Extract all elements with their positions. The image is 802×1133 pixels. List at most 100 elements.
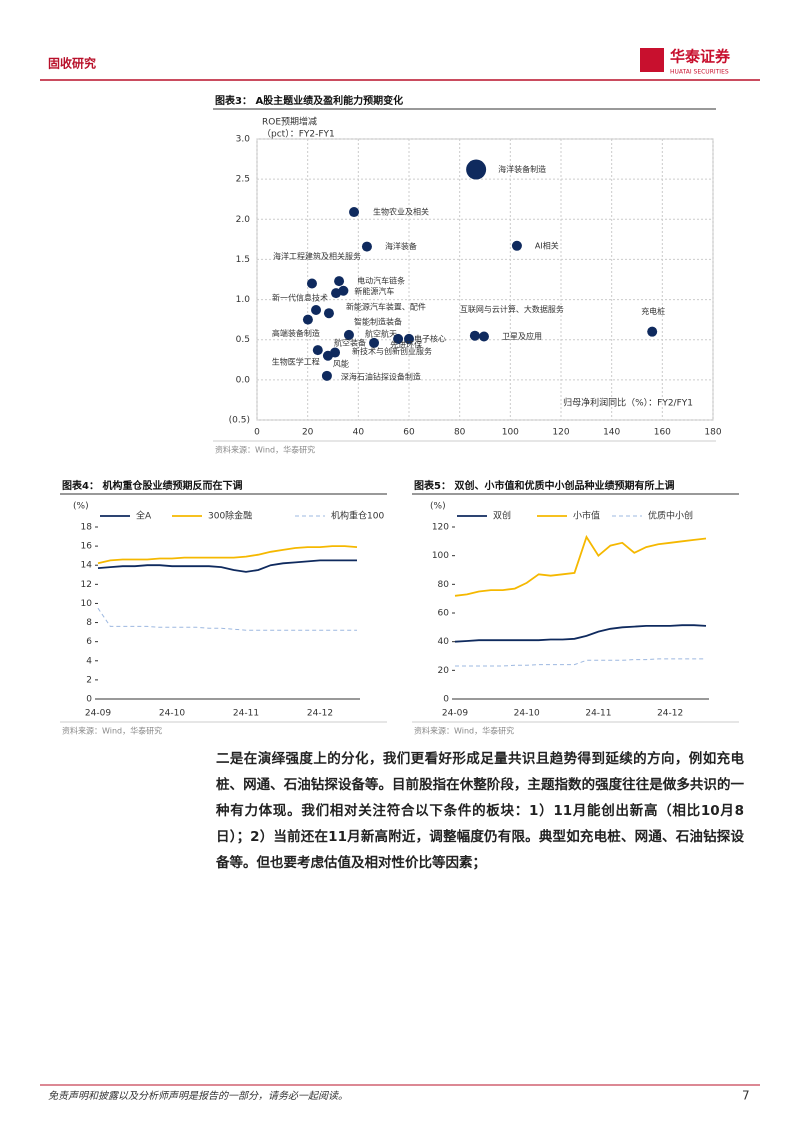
- y-tick-label: 0.0: [236, 375, 251, 385]
- y-tick-label: 8: [86, 618, 92, 628]
- y-tick-label: 80: [438, 580, 450, 590]
- disclaimer: 免责声明和披露以及分析师声明是报告的一部分，请务必一起阅读。: [48, 1090, 348, 1102]
- point-label: 先进环保: [390, 339, 422, 349]
- x-tick-label: 24-11: [233, 709, 259, 719]
- y-tick-label: 6: [86, 637, 92, 647]
- point-label: 海洋工程建筑及相关服务: [273, 251, 361, 261]
- logo-cn: 华泰证券: [670, 48, 731, 66]
- x-tick-label: 24-10: [159, 709, 185, 719]
- bubble: [393, 333, 404, 344]
- y-tick-label: 60: [438, 609, 450, 619]
- bubble: [334, 276, 345, 287]
- point-label: AI相关: [535, 240, 559, 250]
- point-label: 新技术与创新创业服务: [352, 346, 432, 356]
- bubble: [311, 305, 322, 316]
- y-tick-label: 20: [438, 666, 450, 676]
- series-line: [454, 624, 707, 643]
- bubble: [469, 330, 480, 341]
- unit-label: (%): [73, 502, 89, 512]
- page-number: 7: [742, 1089, 750, 1103]
- bubble: [302, 314, 313, 325]
- point-label: 卫星及应用: [502, 331, 542, 341]
- x-tick-label: 24-09: [442, 709, 468, 719]
- bubble: [306, 278, 317, 289]
- bubble: [343, 329, 354, 340]
- y-tick-label: 0.5: [236, 335, 250, 345]
- x-tick-label: 60: [403, 428, 415, 438]
- x-axis-label: 归母净利润同比（%）：FY2/FY1: [563, 397, 693, 409]
- point-label: 互联网与云计算、大数据服务: [460, 304, 564, 314]
- point-label: 深海石油钻探设备制造: [341, 371, 421, 381]
- source: 资料来源：Wind，华泰研究: [414, 726, 514, 736]
- bubble: [312, 345, 323, 356]
- bubble: [321, 370, 332, 381]
- x-tick-label: 160: [654, 428, 671, 438]
- point-label: 航空航天: [365, 328, 397, 338]
- x-tick-label: 24-12: [657, 709, 683, 719]
- source: 资料来源：Wind，华泰研究: [62, 726, 162, 736]
- x-tick-label: 24-10: [514, 709, 540, 719]
- bubble: [647, 326, 658, 337]
- point-label: 充电桩: [641, 306, 665, 316]
- figure-title: 图表4： 机构重仓股业绩预期反而在下调: [62, 479, 242, 492]
- y-tick-label: 2.5: [236, 175, 250, 185]
- figure-title: 图表5： 双创、小市值和优质中小创品种业绩预期有所上调: [414, 479, 674, 492]
- x-tick-label: 80: [454, 428, 466, 438]
- logo-en: HUATAI SECURITIES: [670, 69, 729, 76]
- y-tick-label: 40: [438, 637, 450, 647]
- bubble: [331, 288, 342, 299]
- series-line: [97, 559, 357, 573]
- series-line: [455, 658, 706, 667]
- y-tick-label: 0: [86, 695, 92, 705]
- y-axis-label: ROE预期增减: [262, 116, 317, 128]
- series-line: [454, 534, 707, 597]
- y-tick-label: 12: [81, 580, 92, 590]
- y-tick-label: 1.5: [236, 255, 250, 265]
- point-label: 海洋装备制造: [498, 164, 546, 174]
- y-tick-label: 0: [443, 695, 449, 705]
- point-label: 航空装备: [334, 337, 366, 347]
- x-tick-label: 24-09: [85, 709, 111, 719]
- y-tick-label: 2: [86, 675, 92, 685]
- y-tick-label: 3.0: [236, 135, 251, 145]
- y-tick-label: 1.0: [236, 295, 251, 305]
- legend-label: 全A: [136, 510, 152, 522]
- x-tick-label: 100: [502, 428, 519, 438]
- series-line: [97, 545, 358, 565]
- x-tick-label: 24-11: [585, 709, 611, 719]
- bubble: [466, 159, 487, 180]
- point-label: 智能制造装备: [354, 317, 402, 327]
- y-tick-label: 16: [81, 542, 93, 552]
- y-axis-label: （pct）：FY2-FY1: [262, 129, 335, 140]
- y-tick-label: 2.0: [236, 215, 251, 225]
- point-label: 新能源汽车: [354, 286, 394, 296]
- unit-label: (%): [430, 502, 446, 512]
- point-label: 新能源汽车装置、配件: [346, 302, 426, 312]
- bubble: [322, 350, 333, 361]
- bubble: [404, 333, 414, 344]
- body-paragraph: 二是在演绎强度上的分化，我们更看好形成足量共识且趋势得到延续的方向，例如充电桩、…: [216, 751, 744, 871]
- bubble: [349, 207, 360, 218]
- y-tick-label: 120: [432, 523, 449, 533]
- x-tick-label: 20: [302, 428, 314, 438]
- section-label: 固收研究: [48, 56, 96, 71]
- y-tick-label: 100: [432, 551, 449, 561]
- source: 资料来源：Wind，华泰研究: [215, 445, 315, 455]
- legend-label: 小市值: [573, 510, 600, 522]
- point-label: 生物医学工程: [272, 357, 320, 367]
- point-label: 电子核心: [414, 333, 446, 343]
- bubble: [323, 308, 334, 319]
- x-tick-label: 140: [603, 428, 620, 438]
- y-tick-label: 10: [81, 599, 93, 609]
- point-label: 新一代信息技术: [272, 293, 328, 303]
- x-tick-label: 40: [353, 428, 365, 438]
- series-line: [97, 607, 357, 631]
- bubble: [478, 331, 489, 342]
- legend-label: 双创: [493, 510, 511, 522]
- point-label: 风能: [333, 358, 349, 368]
- bubble: [361, 241, 372, 252]
- legend-label: 机构重仓100: [331, 510, 384, 522]
- y-tick-label: 18: [81, 523, 93, 533]
